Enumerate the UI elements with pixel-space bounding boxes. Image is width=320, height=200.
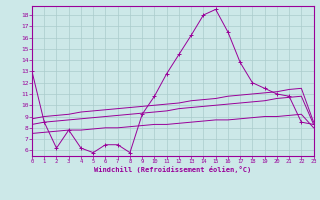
X-axis label: Windchill (Refroidissement éolien,°C): Windchill (Refroidissement éolien,°C) [94,166,252,173]
